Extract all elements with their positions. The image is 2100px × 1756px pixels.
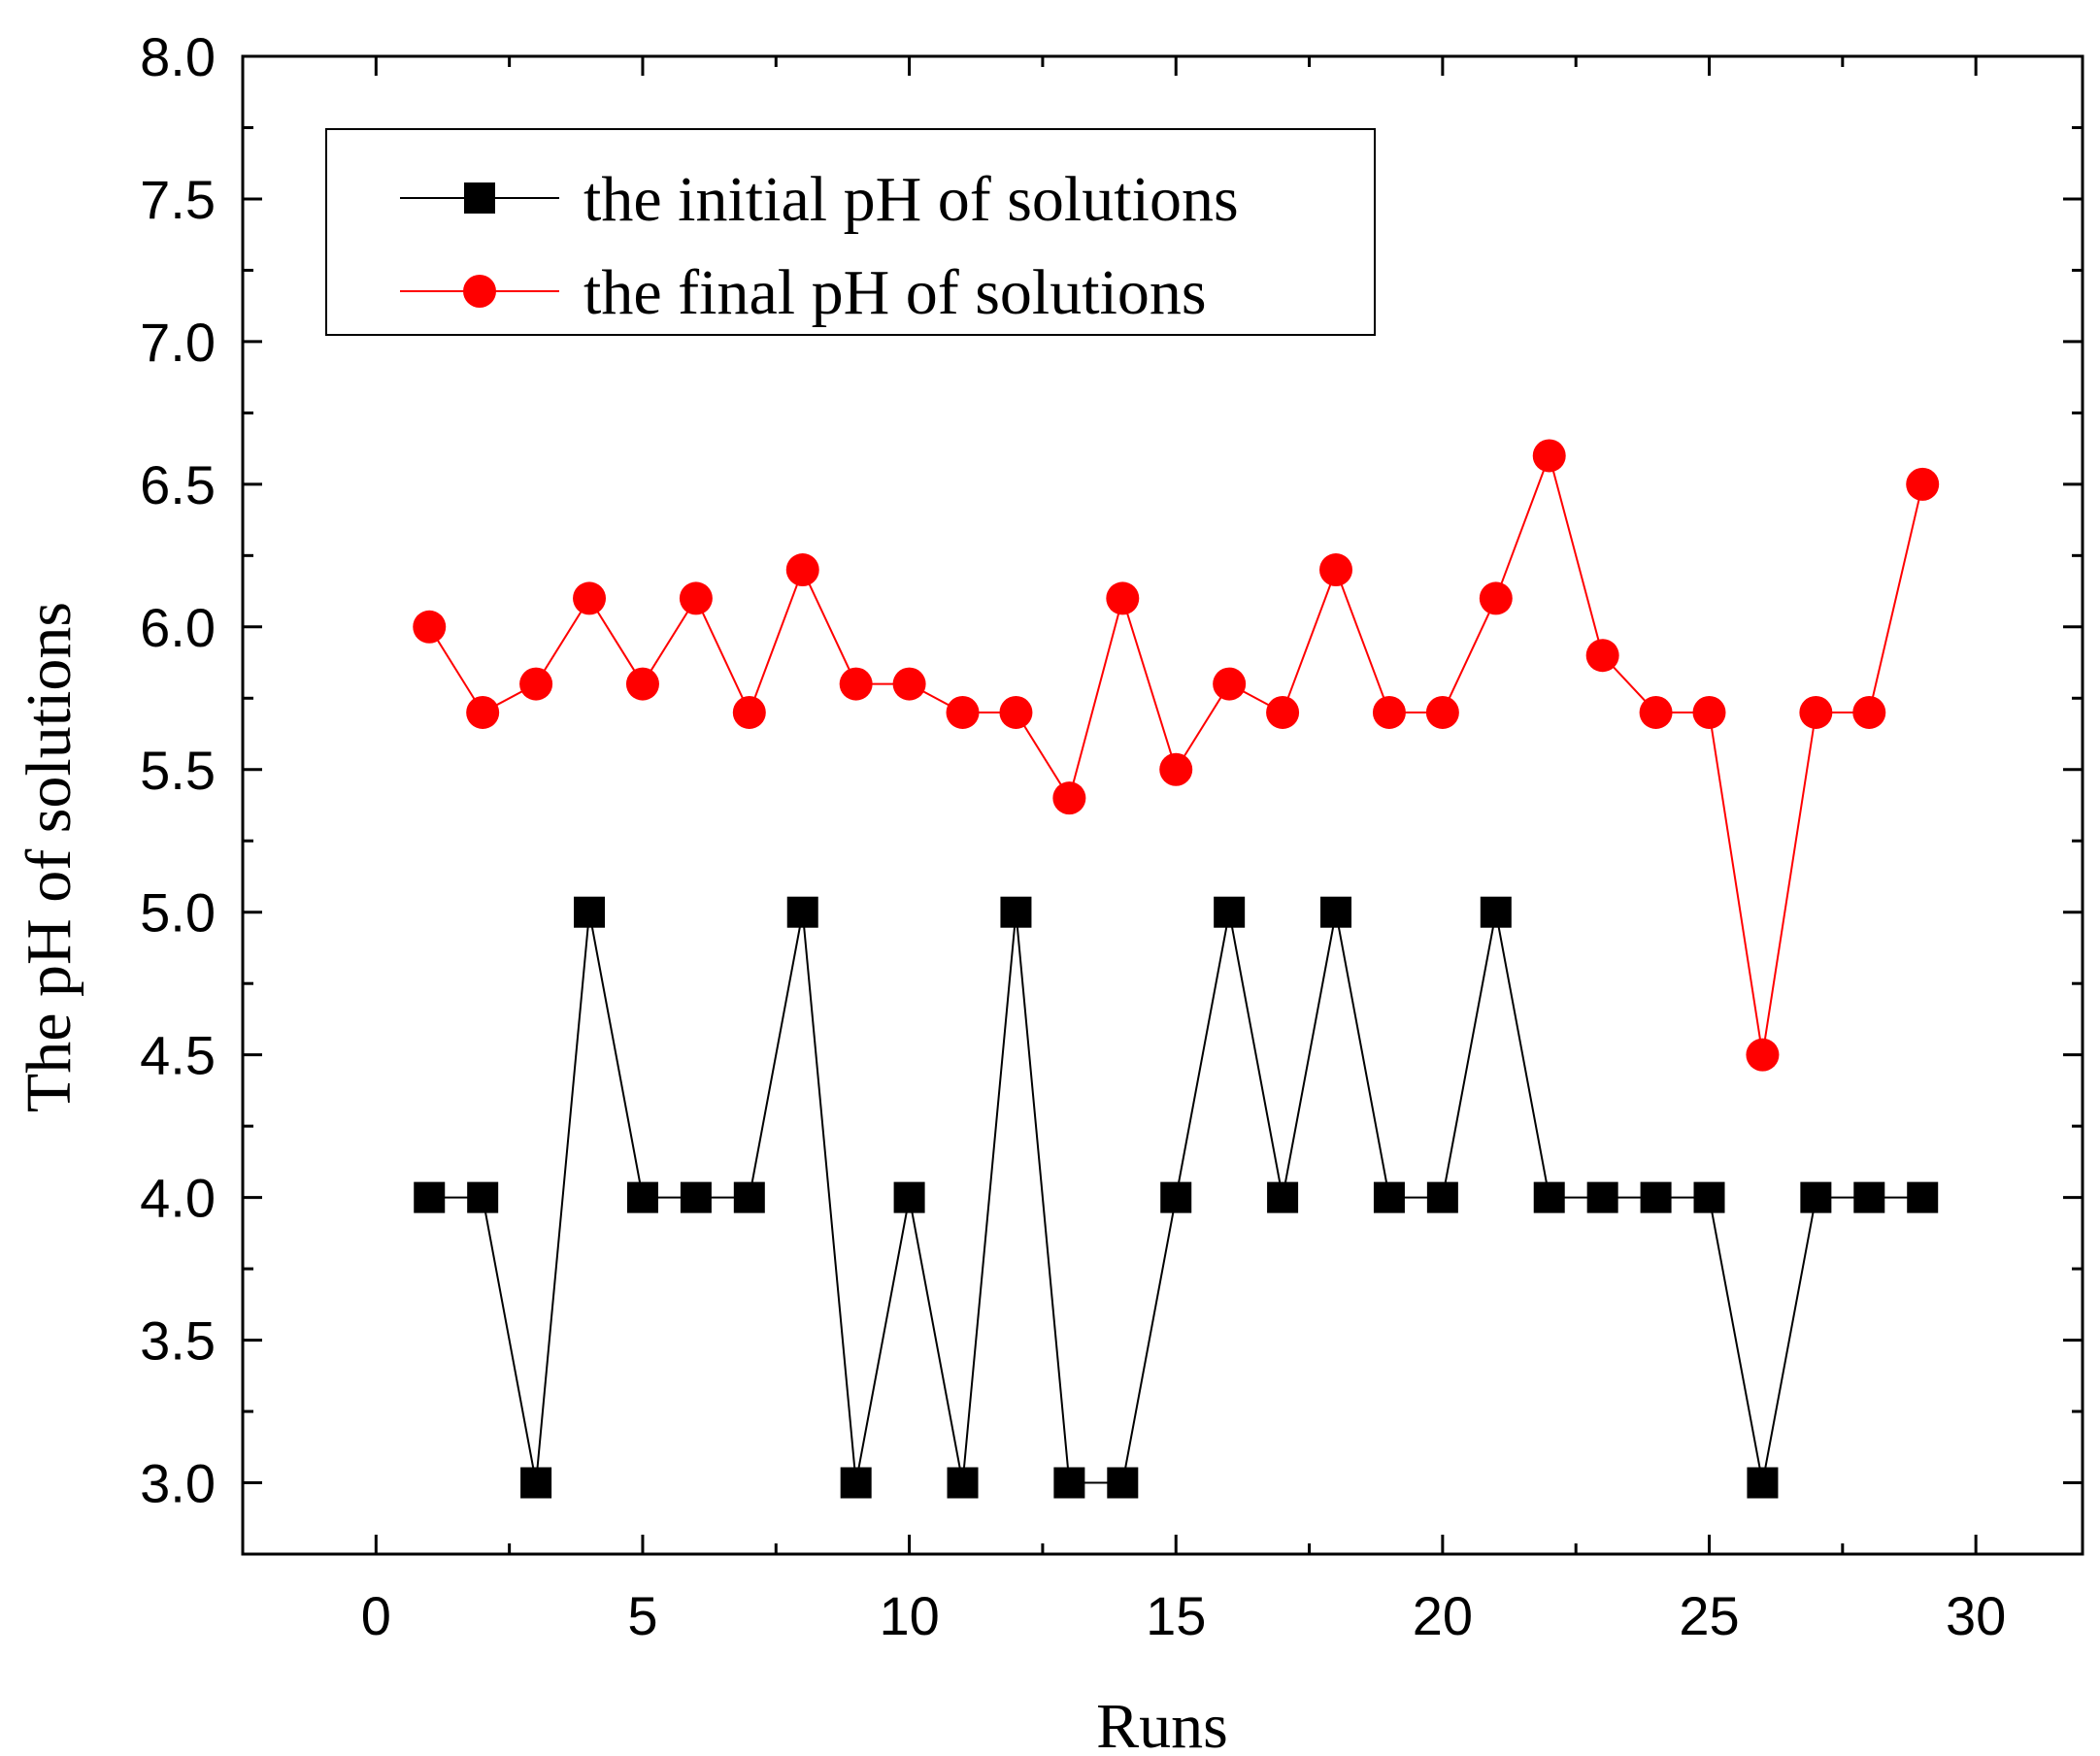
y-tick-label: 7.5 <box>140 169 216 230</box>
data-point-square <box>626 1181 658 1213</box>
axis-ticks <box>243 54 2083 1554</box>
x-tick-label: 10 <box>879 1585 939 1646</box>
y-axis-title: The pH of solutions <box>14 602 84 1112</box>
data-point-square <box>467 1181 499 1213</box>
data-point-circle <box>1479 581 1513 615</box>
x-tick-label: 25 <box>1679 1585 1739 1646</box>
data-point-square <box>1640 1181 1672 1213</box>
series-0 <box>414 896 1939 1499</box>
data-point-square <box>733 1181 765 1213</box>
data-point-circle <box>1319 553 1353 587</box>
y-tick-label: 7.0 <box>140 312 216 373</box>
data-point-square <box>1426 1181 1458 1213</box>
series-1 <box>413 439 1940 1072</box>
data-point-square <box>786 896 818 928</box>
legend-marker-final <box>463 275 496 308</box>
data-point-square <box>1747 1467 1779 1499</box>
data-point-circle <box>1106 581 1140 615</box>
legend: the initial pH of solutions the final pH… <box>325 128 1376 336</box>
data-point-square <box>520 1467 552 1499</box>
data-point-square <box>1800 1181 1832 1213</box>
data-point-circle <box>732 695 766 729</box>
data-point-circle <box>625 667 659 701</box>
data-point-square <box>1320 896 1352 928</box>
data-point-circle <box>1585 639 1619 673</box>
data-point-circle <box>1906 467 1940 501</box>
data-point-circle <box>892 667 926 701</box>
series-layer <box>413 439 1940 1499</box>
data-point-circle <box>946 695 980 729</box>
legend-label-final: the final pH of solutions <box>583 257 1207 328</box>
data-point-square <box>1480 896 1512 928</box>
data-point-circle <box>466 695 500 729</box>
y-tick-label: 4.0 <box>140 1168 216 1229</box>
legend-label-initial: the initial pH of solutions <box>583 164 1239 235</box>
data-point-circle <box>1799 695 1833 729</box>
data-point-square <box>680 1181 712 1213</box>
data-point-circle <box>1746 1038 1780 1072</box>
data-point-square <box>1160 1181 1192 1213</box>
data-point-square <box>840 1467 872 1499</box>
data-point-circle <box>413 610 447 644</box>
data-point-circle <box>1532 439 1566 473</box>
y-tick-label: 3.5 <box>140 1310 216 1372</box>
data-point-square <box>1053 1467 1085 1499</box>
y-tick-label: 6.0 <box>140 597 216 658</box>
x-tick-label: 20 <box>1413 1585 1473 1646</box>
data-point-circle <box>1639 695 1673 729</box>
y-tick-label: 6.5 <box>140 454 216 515</box>
data-point-circle <box>1266 695 1300 729</box>
x-axis-title: Runs <box>1096 1691 1228 1756</box>
data-point-circle <box>1425 695 1459 729</box>
y-tick-label: 5.0 <box>140 882 216 944</box>
data-point-square <box>1267 1181 1299 1213</box>
x-tick-label: 0 <box>361 1585 391 1646</box>
y-tick-label: 4.5 <box>140 1025 216 1086</box>
y-tick-label: 8.0 <box>140 26 216 87</box>
plot-frame <box>241 54 2084 1556</box>
data-point-square <box>1907 1181 1939 1213</box>
data-point-circle <box>839 667 873 701</box>
data-point-circle <box>1692 695 1726 729</box>
data-point-circle <box>785 553 819 587</box>
data-point-square <box>1693 1181 1725 1213</box>
y-tick-label: 3.0 <box>140 1453 216 1514</box>
data-point-square <box>1533 1181 1565 1213</box>
x-tick-label: 30 <box>1946 1585 2006 1646</box>
data-point-circle <box>1213 667 1247 701</box>
tick-labels: 0 5 10 15 20 25 30 3.0 3.5 4.0 4.5 5.0 5.5 6.0 6.5 7.0 7… <box>140 26 2006 1646</box>
data-point-square <box>1214 896 1246 928</box>
data-point-square <box>1000 896 1032 928</box>
data-point-circle <box>1372 695 1406 729</box>
data-point-circle <box>573 581 607 615</box>
data-point-square <box>1853 1181 1885 1213</box>
data-point-circle <box>1852 695 1886 729</box>
data-point-circle <box>519 667 553 701</box>
data-point-square <box>947 1467 979 1499</box>
data-point-square <box>574 896 606 928</box>
data-point-square <box>893 1181 925 1213</box>
data-point-circle <box>999 695 1033 729</box>
x-tick-label: 15 <box>1146 1585 1206 1646</box>
x-tick-label: 5 <box>627 1585 657 1646</box>
data-point-square <box>1107 1467 1139 1499</box>
data-point-square <box>1586 1181 1618 1213</box>
data-point-circle <box>1052 781 1086 815</box>
data-point-square <box>414 1181 446 1213</box>
data-point-circle <box>679 581 713 615</box>
data-point-square <box>1373 1181 1405 1213</box>
legend-marker-initial <box>464 182 495 214</box>
y-tick-label: 5.5 <box>140 740 216 801</box>
legend-box <box>325 128 1376 336</box>
data-point-circle <box>1159 752 1193 786</box>
